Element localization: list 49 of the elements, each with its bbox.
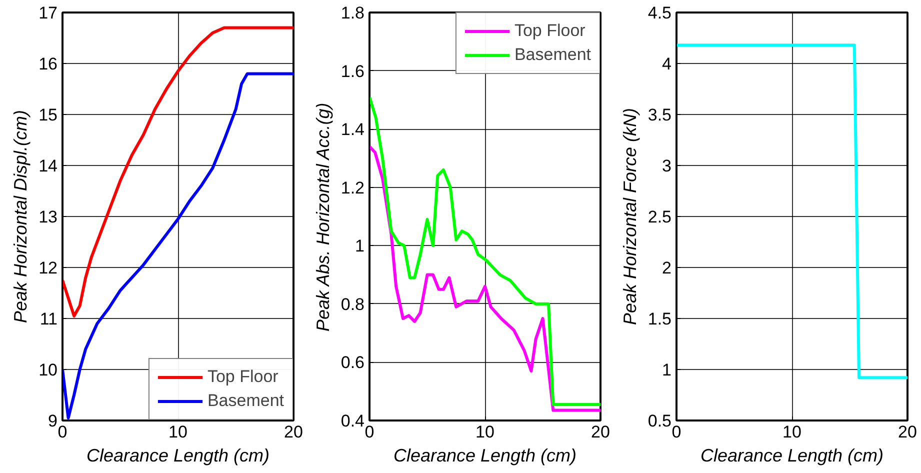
y-tick-label: 0.6 (340, 353, 365, 372)
x-tick-label: 10 (782, 422, 802, 442)
y-tick-label: 1 (662, 360, 672, 380)
y-tick-label: 1 (355, 236, 365, 256)
y-tick-label: 16 (38, 54, 58, 74)
y-tick-label: 13 (38, 208, 58, 226)
y-tick-label: 4.5 (648, 4, 672, 22)
y-tick-label: 2 (662, 258, 672, 278)
y-tick-label: 3 (662, 156, 672, 176)
legend-label: Basement (514, 45, 591, 65)
y-tick-label: 0.8 (340, 294, 365, 314)
x-tick-label: 10 (476, 422, 494, 442)
line-series (370, 96, 600, 406)
y-tick-label: 2.5 (648, 208, 672, 226)
line-series (370, 145, 600, 412)
y-axis-title: Peak Horizontal Force (kN) (620, 108, 640, 326)
y-tick-label: 14 (38, 156, 58, 176)
legend-label: Top Floor (514, 21, 586, 41)
y-tick-label: 1.5 (648, 310, 672, 328)
x-tick-label: 20 (591, 422, 610, 442)
y-tick-label: 1.8 (340, 4, 365, 22)
x-tick-label: 0 (364, 422, 374, 442)
line-series (62, 26, 294, 318)
x-tick-label: 0 (672, 422, 682, 442)
x-tick-label: 10 (168, 422, 188, 442)
y-tick-label: 3.5 (648, 106, 672, 124)
y-tick-label: 1.4 (340, 120, 365, 140)
x-axis-title: Clearance Length (cm) (86, 446, 270, 466)
y-axis-title: Peak Horizontal Displ.(cm) (10, 110, 31, 324)
y-tick-label: 0.4 (340, 412, 365, 430)
line-series (62, 72, 294, 420)
y-tick-label: 11 (40, 310, 58, 328)
y-tick-label: 0.5 (648, 412, 672, 430)
y-tick-label: 15 (38, 106, 58, 124)
y-tick-label: 12 (38, 258, 58, 278)
y-axis-title: Peak Abs. Horizontal Acc.(g) (312, 102, 333, 332)
y-tick-label: 17 (38, 4, 58, 22)
x-axis-title: Clearance Length (cm) (393, 446, 577, 466)
y-tick-label: 9 (48, 412, 58, 430)
x-tick-label: 20 (898, 422, 917, 442)
legend-label: Basement (207, 391, 284, 411)
x-axis-title: Clearance Length (cm) (700, 446, 884, 466)
x-tick-label: 20 (284, 422, 303, 442)
x-tick-label: 0 (58, 422, 68, 442)
legend-label: Top Floor (207, 367, 278, 387)
y-tick-label: 1.2 (340, 178, 365, 198)
y-tick-label: 1.6 (340, 62, 365, 81)
y-tick-label: 10 (38, 360, 58, 380)
y-tick-label: 4 (662, 54, 672, 74)
